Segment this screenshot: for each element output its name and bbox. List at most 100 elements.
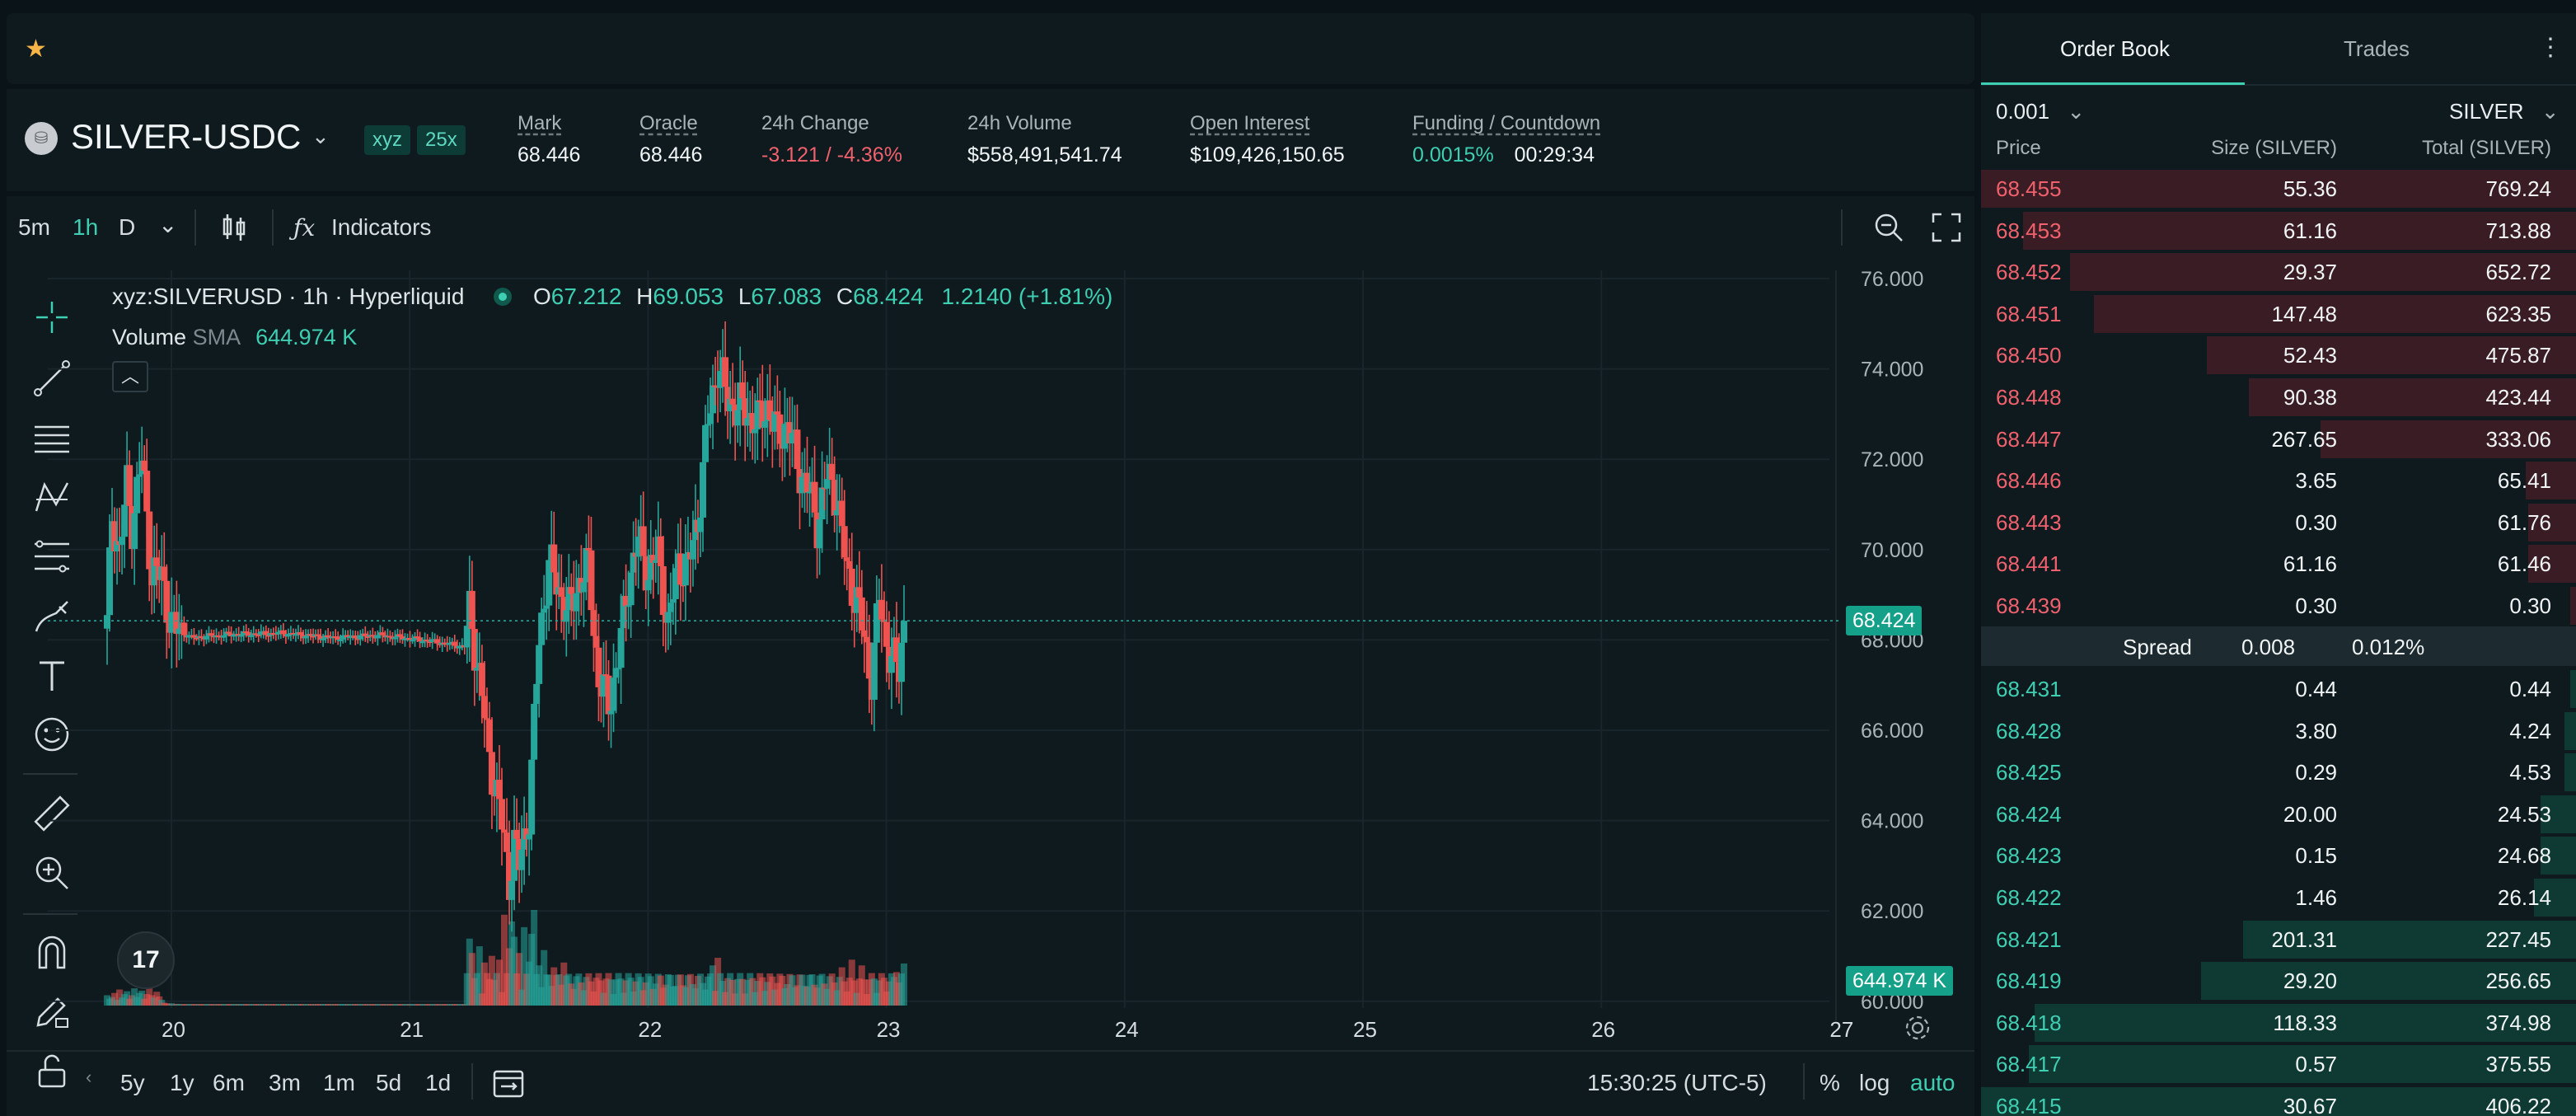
- bid-size: 118.33: [2273, 1010, 2337, 1035]
- pattern-icon[interactable]: [31, 476, 73, 518]
- ask-depth-bar: [2528, 503, 2576, 542]
- stat-label[interactable]: Funding / Countdown: [1412, 112, 1601, 134]
- collapse-toolbar-icon[interactable]: ‹: [86, 1067, 92, 1087]
- ask-row[interactable]: 68.441 61.16 61.46: [1981, 543, 2576, 584]
- ask-row[interactable]: 68.448 90.38 423.44: [1981, 377, 2576, 416]
- x-axis[interactable]: 20 21 22 23 24 25 26 27: [162, 1017, 1853, 1042]
- candle-body: [503, 832, 511, 852]
- candle-body: [639, 526, 647, 556]
- legend-collapse-button[interactable]: ︿: [112, 361, 148, 392]
- indicators-button[interactable]: Indicators: [331, 214, 432, 240]
- ask-price: 68.439: [1996, 593, 2062, 618]
- tab-order-book[interactable]: Order Book: [2060, 36, 2170, 61]
- bid-row[interactable]: 68.421 201.31 227.45: [1981, 919, 2576, 959]
- fib-levels-icon[interactable]: [31, 536, 73, 577]
- interval-chevron-icon[interactable]: ⌄: [158, 212, 178, 237]
- leverage-badge[interactable]: 25x: [417, 125, 466, 155]
- more-options-icon[interactable]: ⋮: [2538, 34, 2563, 61]
- stat-label[interactable]: Open Interest: [1190, 112, 1310, 134]
- candle-style-icon[interactable]: [216, 209, 252, 246]
- star-icon[interactable]: ★: [25, 35, 47, 63]
- candle-body: [865, 642, 873, 679]
- price-chart[interactable]: 76.00074.00072.00070.00068.00066.00064.0…: [7, 196, 1974, 1116]
- candle-body: [635, 537, 642, 557]
- axis-settings-icon[interactable]: [1904, 1014, 1932, 1042]
- crosshair-icon[interactable]: [31, 297, 73, 338]
- range-1m[interactable]: 1m: [323, 1070, 355, 1095]
- brush-icon[interactable]: [31, 595, 73, 636]
- ask-row[interactable]: 68.455 55.36 769.24: [1981, 168, 2576, 208]
- horizontal-lines-icon[interactable]: [31, 417, 73, 458]
- ask-row[interactable]: 68.443 0.30 61.76: [1981, 502, 2576, 542]
- market-symbol[interactable]: SILVER-USDC: [71, 117, 302, 156]
- candle-body: [642, 556, 649, 591]
- candle-body: [831, 480, 838, 516]
- ask-row[interactable]: 68.439 0.30 0.30: [1981, 585, 2576, 625]
- stat-label[interactable]: Mark: [518, 112, 562, 134]
- bid-row[interactable]: 68.431 0.44 0.44: [1981, 668, 2576, 708]
- range-1d[interactable]: 1d: [425, 1070, 452, 1095]
- interval-d[interactable]: D: [119, 214, 136, 240]
- bid-row[interactable]: 68.418 118.33 374.98: [1981, 1002, 2576, 1042]
- bid-row[interactable]: 68.419 29.20 256.65: [1981, 960, 2576, 1001]
- bid-row[interactable]: 68.425 0.29 4.53: [1981, 752, 2576, 792]
- function-icon[interactable]: ƒx: [293, 214, 316, 241]
- stat-funding: Funding / Countdown 0.0015% 00:29:34: [1412, 112, 1600, 167]
- candle-body: [563, 610, 570, 622]
- ask-row[interactable]: 68.451 147.48 623.35: [1981, 293, 2576, 333]
- ask-row[interactable]: 68.450 52.43 475.87: [1981, 335, 2576, 375]
- range-5y[interactable]: 5y: [120, 1070, 145, 1095]
- draw-lock-icon[interactable]: [31, 991, 73, 1032]
- range-3m[interactable]: 3m: [269, 1070, 301, 1095]
- volume-bar: [710, 965, 717, 1006]
- fullscreen-icon[interactable]: [1928, 209, 1965, 246]
- bid-row[interactable]: 68.423 0.15 24.68: [1981, 835, 2576, 875]
- legend-low: 67.083: [751, 284, 822, 309]
- ask-row[interactable]: 68.452 29.37 652.72: [1981, 251, 2576, 292]
- tradingview-logo[interactable]: 17: [117, 931, 175, 989]
- interval-1h[interactable]: 1h: [73, 214, 99, 240]
- ask-row[interactable]: 68.446 3.65 65.41: [1981, 460, 2576, 500]
- ask-size: 61.16: [2283, 551, 2337, 577]
- ruler-icon[interactable]: [31, 793, 73, 834]
- ask-row[interactable]: 68.453 61.16 713.88: [1981, 210, 2576, 250]
- auto-scale-toggle[interactable]: auto: [1910, 1070, 1955, 1095]
- ask-price: 68.455: [1996, 176, 2062, 201]
- range-6m[interactable]: 6m: [213, 1070, 245, 1095]
- text-tool-icon[interactable]: [31, 654, 73, 696]
- magnet-icon[interactable]: [31, 931, 73, 973]
- x-tick-label: 20: [162, 1017, 185, 1042]
- emoji-icon[interactable]: [31, 714, 73, 755]
- bid-row[interactable]: 68.415 30.67 406.22: [1981, 1086, 2576, 1116]
- candle-body: [419, 641, 426, 644]
- tick-size-select[interactable]: 0.001 ⌄: [1996, 99, 2085, 124]
- toolbar-divider: [194, 209, 196, 246]
- candle-body: [230, 635, 237, 637]
- candle-body: [649, 555, 657, 563]
- bid-row[interactable]: 68.417 0.57 375.55: [1981, 1043, 2576, 1084]
- bid-price: 68.422: [1996, 885, 2062, 910]
- ask-row[interactable]: 68.447 267.65 333.06: [1981, 419, 2576, 458]
- time-readout[interactable]: 15:30:25 (UTC-5): [1587, 1070, 1767, 1095]
- bid-row[interactable]: 68.428 3.80 4.24: [1981, 710, 2576, 750]
- unlock-icon[interactable]: [31, 1050, 73, 1091]
- ask-depth-bar: [2207, 336, 2576, 375]
- tab-trades[interactable]: Trades: [2344, 36, 2410, 61]
- chevron-down-icon[interactable]: ⌄: [311, 124, 330, 148]
- range-5d[interactable]: 5d: [376, 1070, 402, 1095]
- chevron-down-icon: ⌄: [2067, 99, 2086, 124]
- interval-5m[interactable]: 5m: [18, 214, 50, 240]
- bid-row[interactable]: 68.422 1.46 26.14: [1981, 877, 2576, 917]
- date-range-icon[interactable]: [491, 1067, 527, 1100]
- candle-body: [237, 635, 245, 637]
- zoom-in-icon[interactable]: [31, 852, 73, 893]
- stat-oracle: Oracle 68.446: [639, 112, 702, 167]
- stat-label[interactable]: Oracle: [639, 112, 698, 134]
- quick-zoom-icon[interactable]: [1871, 209, 1907, 246]
- ask-total: 623.35: [2485, 301, 2551, 326]
- log-scale-toggle[interactable]: log: [1859, 1070, 1890, 1095]
- unit-select[interactable]: SILVER ⌄: [2449, 99, 2560, 124]
- percent-scale-toggle[interactable]: %: [1820, 1070, 1840, 1095]
- bid-row[interactable]: 68.424 20.00 24.53: [1981, 794, 2576, 833]
- range-1y[interactable]: 1y: [170, 1070, 194, 1095]
